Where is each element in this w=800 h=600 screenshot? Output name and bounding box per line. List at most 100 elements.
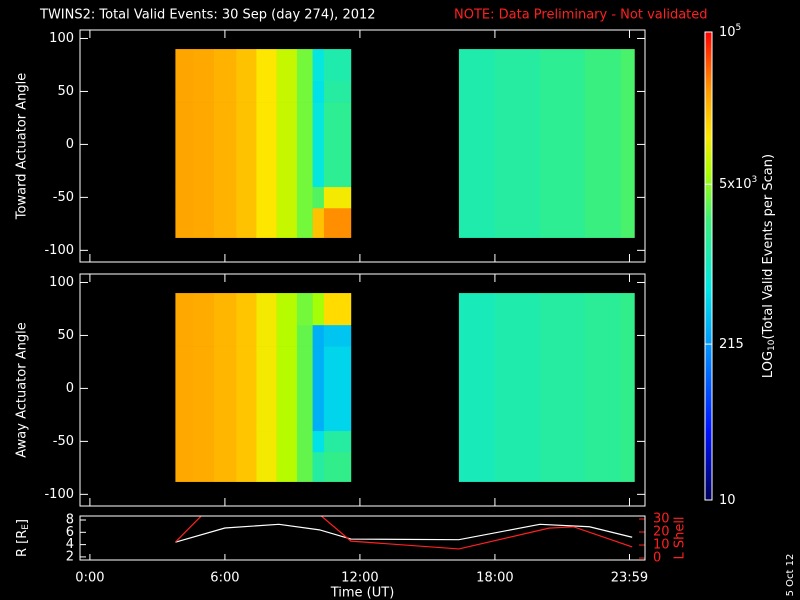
y-tick-label: 50 — [57, 84, 74, 99]
heatmap-cell — [213, 293, 237, 326]
chart-title: TWINS2: Total Valid Events: 30 Sep (day … — [39, 8, 376, 23]
x-tick-label: 18:00 — [476, 571, 513, 586]
colorbar-tick-label: 105 — [719, 23, 741, 40]
heatmap-cell — [175, 346, 194, 432]
date-stamp: 5 Oct 12 — [785, 554, 796, 597]
colorbar-tick-label: 5x103 — [719, 175, 757, 192]
heatmap-cell — [323, 430, 352, 453]
colorbar — [704, 31, 713, 501]
heatmap-cell — [256, 80, 277, 103]
label-part: LOG — [761, 351, 776, 378]
heatmap-cell — [236, 430, 257, 453]
heatmap-cell — [213, 49, 237, 82]
heatmap-cell — [296, 102, 313, 188]
heatmap-cell — [296, 430, 313, 453]
heatmap-cell — [256, 293, 277, 326]
heatmap-cell — [620, 293, 635, 482]
heatmap-cell — [539, 49, 586, 238]
heatmap-cell — [276, 49, 298, 82]
y-tick-label: 2 — [66, 549, 74, 564]
x-tick-label: 6:00 — [210, 571, 239, 586]
label-part: (Total Valid Events per Scan) — [761, 154, 776, 340]
heatmap-cell — [213, 207, 237, 238]
heatmap-cell — [276, 80, 298, 103]
heatmap-cell — [213, 430, 237, 453]
y2-tick-label: 20 — [653, 525, 670, 540]
heatmap-cell — [213, 80, 237, 103]
heatmap-cell — [323, 186, 352, 209]
y-tick-label: -100 — [44, 243, 74, 258]
heatmap-cell — [323, 102, 352, 188]
y-tick-label: 8 — [66, 513, 74, 528]
heatmap-cell — [312, 324, 325, 347]
y-axis-label: Away Actuator Angle — [15, 322, 30, 457]
heatmap-cell — [193, 324, 214, 347]
heatmap-cell — [312, 80, 325, 103]
heatmap-cell — [296, 451, 313, 482]
heatmap-cell — [256, 49, 277, 82]
heatmap-cell — [312, 102, 325, 188]
heatmap-cell — [323, 207, 352, 238]
y-tick-label: 6 — [66, 525, 74, 540]
heatmap-cell — [193, 207, 214, 238]
heatmap-cell — [193, 49, 214, 82]
heatmap-cell — [584, 293, 622, 482]
heatmap-cell — [236, 293, 257, 326]
heatmap-cell — [175, 207, 194, 238]
y-label-sub: E — [21, 524, 31, 530]
heatmap-cell — [193, 451, 214, 482]
heatmap-cell — [312, 186, 325, 209]
heatmap-cell — [323, 346, 352, 432]
y-tick-label: 0 — [66, 381, 74, 396]
heatmap-cell — [312, 49, 325, 82]
heatmap-cell — [323, 451, 352, 482]
note: NOTE: Data Preliminary - Not validated — [454, 8, 708, 23]
heatmap-cell — [256, 186, 277, 209]
heatmap-cell — [175, 49, 194, 82]
y-tick-label: -100 — [44, 487, 74, 502]
y-axis-label: R [RE] — [15, 519, 31, 557]
y-label-part: ] — [15, 519, 30, 524]
heatmap-cell — [296, 207, 313, 238]
tick-label-part: 10 — [719, 25, 736, 40]
y-tick-label: 0 — [66, 137, 74, 152]
y-label-part: R [R — [15, 530, 30, 557]
label-sub: 10 — [767, 339, 777, 351]
heatmap-cell — [175, 451, 194, 482]
heatmap-cell — [236, 324, 257, 347]
heatmap-cell — [256, 430, 277, 453]
heatmap-cell — [236, 207, 257, 238]
heatmap-cell — [494, 293, 541, 482]
heatmap-cell — [256, 346, 277, 432]
heatmap-cell — [213, 186, 237, 209]
y-tick-label: 100 — [49, 275, 74, 290]
colorbar-label: LOG10(Total Valid Events per Scan) — [761, 154, 777, 378]
tick-label-part: 215 — [719, 337, 744, 352]
heatmap-cell — [276, 207, 298, 238]
tick-label-exp: 5 — [736, 23, 742, 33]
heatmap-cell — [236, 49, 257, 82]
y2-tick-label: 10 — [653, 538, 670, 553]
heatmap-cell — [323, 324, 352, 347]
heatmap-cell — [175, 293, 194, 326]
heatmap-cell — [175, 324, 194, 347]
heatmap-cell — [193, 186, 214, 209]
heatmap-cell — [312, 346, 325, 432]
heatmap-cell — [584, 49, 622, 238]
y-axis-label: Toward Actuator Angle — [15, 73, 30, 220]
heatmap-cell — [296, 346, 313, 432]
y2-axis-label: L Shell — [673, 516, 688, 559]
y2-tick-label: 0 — [653, 551, 661, 566]
heatmap-cell — [539, 293, 586, 482]
heatmap-cell — [276, 324, 298, 347]
heatmap-cell — [175, 102, 194, 188]
x-axis-label: Time (UT) — [330, 586, 395, 600]
heatmap-cell — [256, 207, 277, 238]
heatmap-cell — [236, 186, 257, 209]
heatmap-cell — [296, 293, 313, 326]
heatmap-cell — [236, 346, 257, 432]
colorbar-tick-label: 215 — [719, 337, 744, 352]
heatmap-cell — [213, 451, 237, 482]
